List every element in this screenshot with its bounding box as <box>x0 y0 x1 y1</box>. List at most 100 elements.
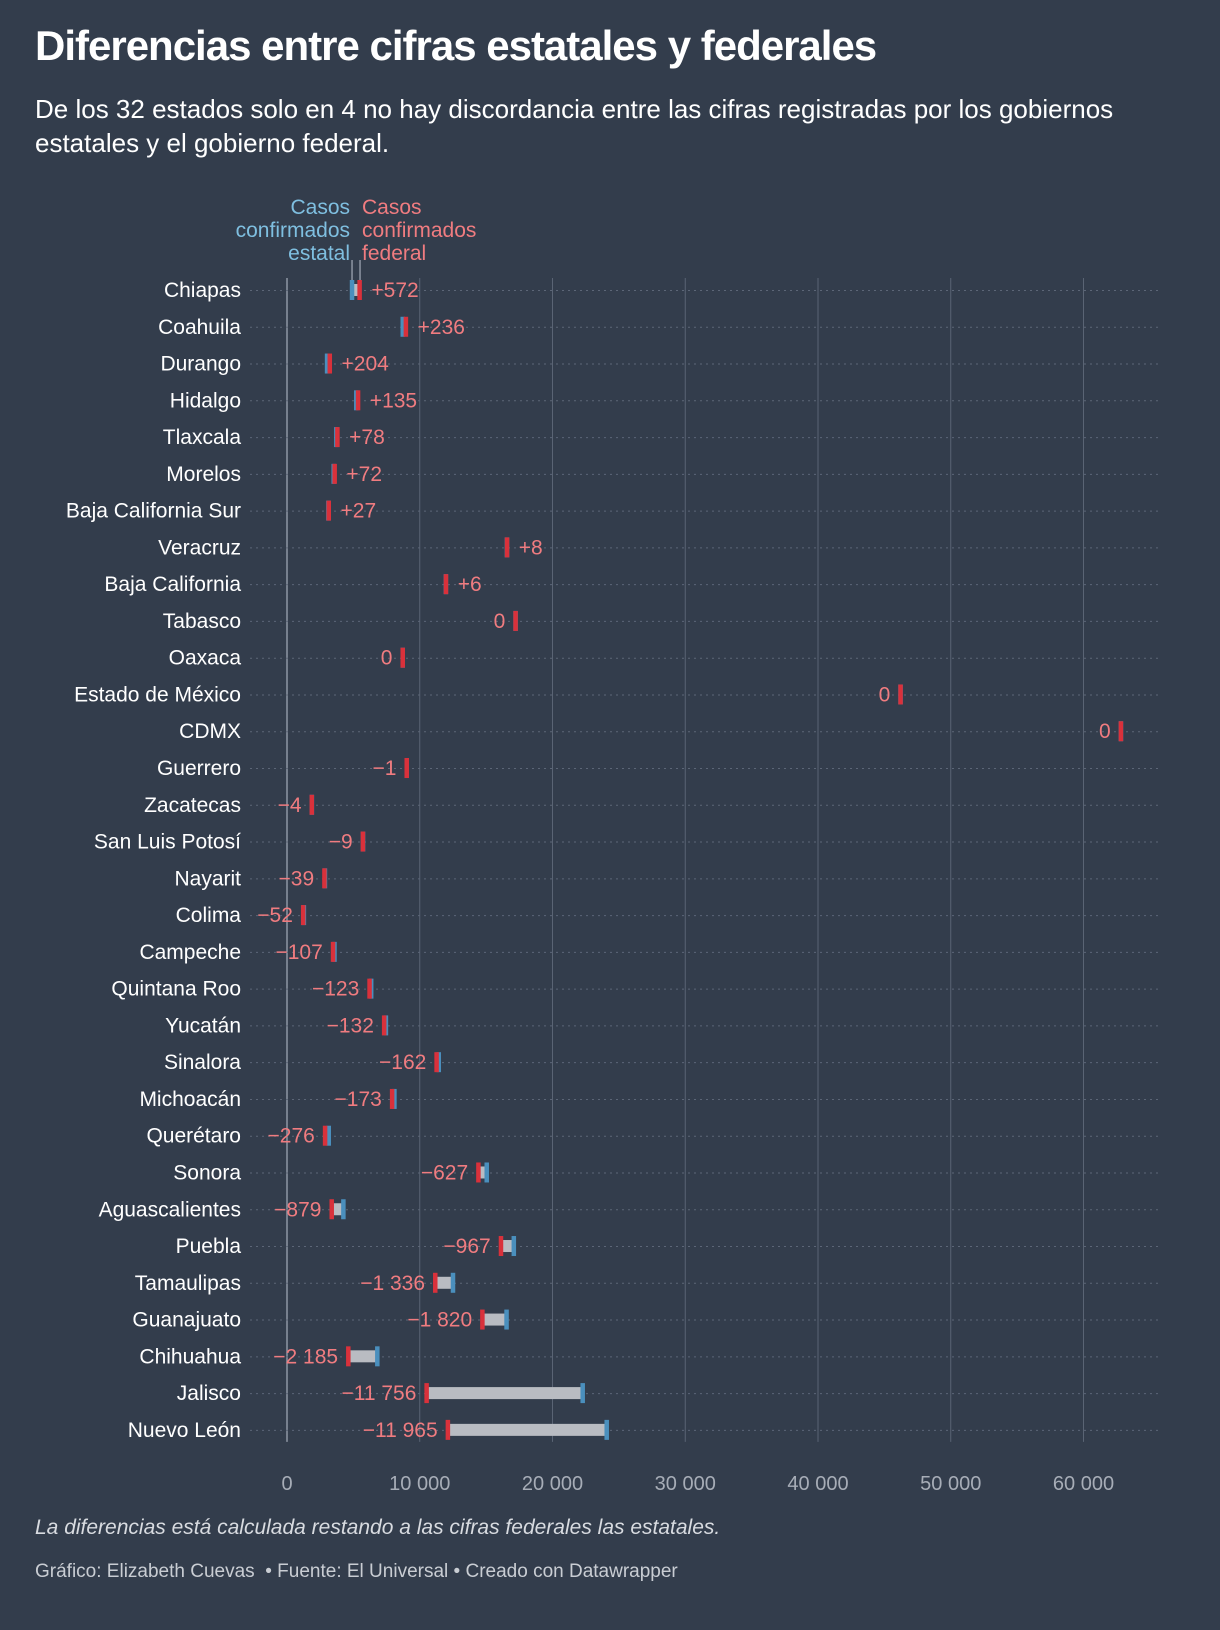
state-label: Aguascalientes <box>99 1198 241 1221</box>
state-label: Puebla <box>176 1235 242 1258</box>
federal-marker <box>367 978 372 999</box>
credit-separator: • <box>254 1561 278 1582</box>
state-label: Guerrero <box>157 757 241 780</box>
federal-marker <box>443 574 449 595</box>
legend-estatal-label: estatal <box>288 242 350 265</box>
federal-marker <box>389 1088 395 1109</box>
estatal-marker <box>392 1088 397 1109</box>
difference-label: 0 <box>494 610 506 633</box>
difference-label: −627 <box>421 1161 468 1184</box>
federal-marker <box>1118 721 1124 742</box>
state-label: Yucatán <box>165 1014 241 1037</box>
range-bar <box>426 1387 583 1400</box>
difference-label: −1 <box>373 757 397 780</box>
credit-tool: Creado con Datawrapper <box>465 1561 678 1582</box>
state-label: Nuevo León <box>128 1419 241 1442</box>
estatal-marker <box>326 1125 331 1146</box>
federal-marker <box>480 1309 485 1330</box>
federal-marker <box>346 1346 351 1367</box>
federal-marker <box>355 390 361 411</box>
range-bar <box>500 1240 514 1253</box>
federal-marker <box>329 1199 334 1220</box>
difference-label: +236 <box>418 316 465 339</box>
chart-note: La diferencias está calculada restando a… <box>35 1516 721 1539</box>
state-label: Hidalgo <box>170 389 241 412</box>
state-label: CDMX <box>179 720 241 743</box>
state-label: Campeche <box>139 941 241 964</box>
federal-marker <box>513 610 518 631</box>
x-tick-label: 30 000 <box>655 1473 716 1495</box>
federal-marker <box>335 427 340 448</box>
legend-federal-label: federal <box>362 242 426 265</box>
x-tick-label: 40 000 <box>787 1473 848 1495</box>
x-tick-label: 50 000 <box>920 1473 981 1495</box>
difference-label: −52 <box>257 904 293 927</box>
legend-estatal-label: confirmados <box>236 219 350 242</box>
estatal-marker <box>324 353 330 374</box>
federal-marker <box>404 758 409 779</box>
state-label: Coahuila <box>158 316 241 339</box>
federal-marker <box>330 941 336 962</box>
chart-title: Diferencias entre cifras estatales y fed… <box>35 22 877 69</box>
range-bar <box>482 1313 507 1326</box>
chart-credits: Gráfico: Elizabeth Cuevas • Fuente: El U… <box>35 1561 678 1583</box>
federal-marker <box>326 500 332 521</box>
estatal-marker <box>349 280 355 300</box>
state-label: Veracruz <box>158 536 241 559</box>
federal-marker <box>300 905 306 926</box>
state-label: Baja California <box>104 573 241 596</box>
difference-label: +78 <box>349 426 385 449</box>
difference-label: −123 <box>312 978 359 1001</box>
federal-marker <box>898 684 903 705</box>
range-bar <box>331 1203 344 1216</box>
state-label: Sinalora <box>164 1051 241 1074</box>
estatal-marker <box>511 1236 517 1257</box>
x-tick-label: 0 <box>281 1473 292 1495</box>
x-tick-label: 20 000 <box>522 1473 583 1495</box>
state-label: Tlaxcala <box>163 426 242 449</box>
state-label: Estado de México <box>74 683 241 706</box>
difference-label: +6 <box>458 573 482 596</box>
credit-source: Fuente: El Universal <box>277 1561 449 1582</box>
state-label: Sonora <box>173 1161 241 1184</box>
estatal-marker <box>400 316 405 337</box>
federal-marker <box>357 280 362 300</box>
range-bar <box>351 284 360 296</box>
difference-label: 0 <box>1099 720 1111 743</box>
difference-label: −39 <box>279 867 315 890</box>
range-bar <box>478 1166 487 1179</box>
difference-label: −162 <box>379 1051 426 1074</box>
difference-label: 0 <box>879 683 891 706</box>
difference-label: +572 <box>371 279 418 302</box>
difference-label: −173 <box>335 1088 382 1111</box>
state-label: Durango <box>160 353 241 376</box>
difference-label: −9 <box>329 831 353 854</box>
estatal-marker <box>450 1272 456 1293</box>
difference-label: −1 820 <box>407 1309 472 1332</box>
state-label: Tamaulipas <box>135 1272 241 1295</box>
state-label: Jalisco <box>177 1382 241 1405</box>
difference-label: +204 <box>342 353 390 376</box>
federal-marker <box>403 316 409 337</box>
difference-label: −2 185 <box>273 1345 338 1368</box>
federal-marker <box>322 868 327 889</box>
federal-marker <box>360 831 366 852</box>
state-label: Chiapas <box>164 279 241 302</box>
state-label: Baja California Sur <box>66 500 241 523</box>
estatal-marker <box>580 1383 585 1404</box>
state-label: Michoacán <box>139 1088 241 1111</box>
chart-subtitle: De los 32 estados solo en 4 no hay disco… <box>35 94 1114 158</box>
difference-label: −4 <box>278 794 302 817</box>
estatal-marker <box>484 1162 489 1183</box>
difference-label: +135 <box>370 389 417 412</box>
federal-marker <box>434 1052 439 1073</box>
difference-label: −11 965 <box>363 1419 438 1442</box>
federal-marker <box>504 537 510 558</box>
range-bar <box>435 1276 453 1289</box>
difference-label: −967 <box>443 1235 490 1258</box>
state-label: Morelos <box>166 463 241 486</box>
range-chart: 0 10 000 20 000 30 000 40 000 50 000 60 000 Cas… <box>66 196 1162 1495</box>
federal-marker <box>424 1383 429 1404</box>
federal-marker <box>332 463 337 484</box>
estatal-marker <box>504 1309 509 1330</box>
